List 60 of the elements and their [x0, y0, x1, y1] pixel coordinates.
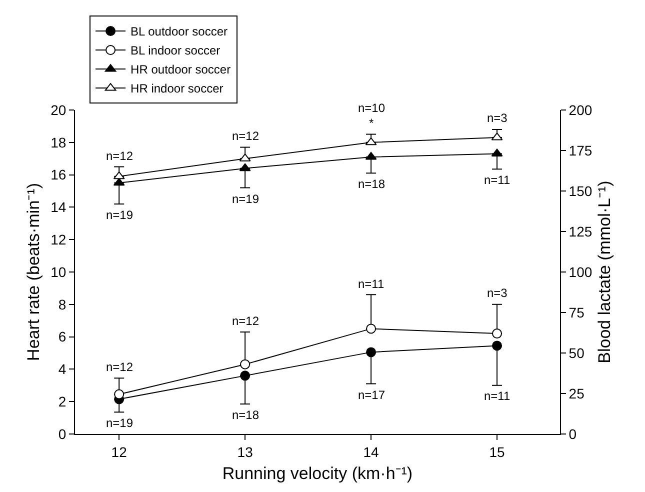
y-tick-label: 20 [50, 102, 66, 118]
y2-tick-label: 125 [568, 223, 592, 240]
y-tick-label: 0 [58, 426, 66, 442]
y-axis-title: Heart rate (beats·min⁻¹) [24, 183, 44, 361]
y-tick-label: 12 [50, 232, 66, 248]
y-tick-label: 4 [58, 361, 66, 378]
annotation: n=12 [232, 129, 260, 143]
y-tick-label: 8 [58, 296, 66, 312]
y-tick-label: 16 [50, 166, 66, 183]
y2-axis-title: Blood lactate (mmol·L⁻¹) [594, 180, 614, 364]
annotation: n=18 [232, 408, 260, 422]
y2-tick-label: 75 [568, 304, 585, 320]
point [366, 324, 376, 334]
legend-label: HR indoor soccer [130, 82, 224, 96]
point [365, 137, 377, 146]
point [365, 152, 377, 160]
x-tick-label: 15 [489, 444, 506, 460]
y2-tick-label: 150 [568, 182, 592, 199]
annotation: n=12 [106, 360, 134, 374]
annotation: n=19 [106, 416, 134, 430]
point [240, 359, 250, 370]
point [240, 370, 250, 381]
y-tick-label: 14 [50, 199, 66, 216]
annotation: n=3 [487, 286, 508, 300]
y-tick-label: 6 [58, 328, 66, 345]
x-tick-label: 13 [237, 444, 254, 460]
x-tick-label: 12 [111, 444, 128, 460]
annotation: n=18 [358, 177, 386, 191]
y2-tick-label: 0 [568, 426, 577, 442]
y2-tick-label: 175 [568, 142, 592, 158]
x-tick-label: 14 [363, 444, 380, 460]
point [114, 389, 124, 400]
y2-tick-label: 200 [568, 102, 592, 118]
point [492, 328, 502, 339]
point [113, 171, 125, 180]
y-tick-label: 18 [50, 134, 66, 150]
annotation: n=19 [232, 192, 260, 206]
legend-label: BL outdoor soccer [130, 24, 228, 39]
y-tick-label: 10 [50, 264, 66, 280]
x-axis-title: Running velocity (km·h⁻¹) [222, 464, 413, 484]
y2-tick-label: 50 [568, 344, 585, 361]
annotation: n=19 [106, 208, 134, 222]
annotation: n=17 [358, 388, 386, 402]
point [366, 347, 376, 358]
y2-tick-label: 100 [568, 264, 592, 280]
legend-label: HR outdoor soccer [130, 62, 231, 77]
y-tick-label: 2 [58, 394, 66, 410]
annotation: n=3 [487, 111, 508, 125]
annotation: n=12 [106, 149, 134, 163]
annotation: n=10 [358, 101, 386, 115]
annotation: n=11 [484, 173, 510, 187]
legend-label: BL indoor soccer [130, 44, 220, 58]
annotation: n=11 [484, 389, 510, 403]
annotation: n=12 [232, 314, 260, 328]
point [239, 163, 251, 172]
y2-tick-label: 25 [568, 385, 585, 402]
annotation: * [369, 116, 374, 130]
annotation: n=11 [358, 277, 384, 291]
point [113, 178, 125, 186]
point [492, 340, 502, 351]
